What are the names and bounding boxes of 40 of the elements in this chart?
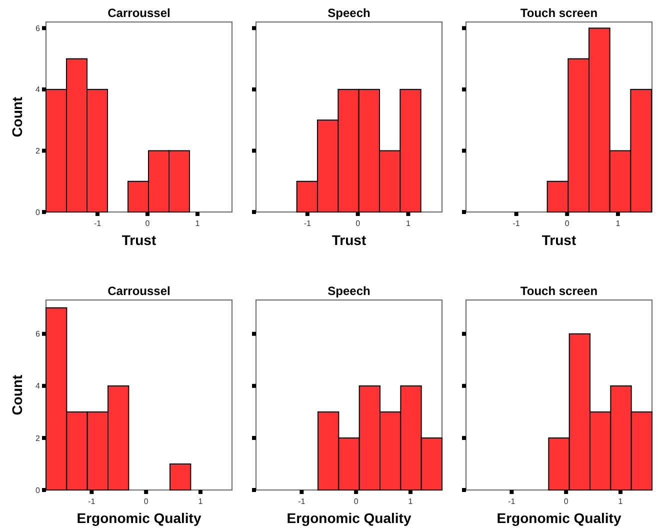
x-tick-label: 1 — [195, 219, 200, 228]
x-tick-label: -1 — [512, 219, 520, 228]
x-tick-label: 0 — [145, 219, 150, 228]
y-axis-title: Count — [9, 374, 25, 416]
y-tick-label: 2 — [36, 146, 41, 156]
y-tick-label: 4 — [36, 382, 41, 391]
x-axis-title: Trust — [542, 232, 576, 248]
chart-title: Carroussel — [108, 284, 170, 298]
x-tick-label: 0 — [356, 219, 361, 228]
y-tick-label: 2 — [36, 434, 41, 443]
x-tick-label: 0 — [564, 497, 569, 506]
x-tick-label: 1 — [616, 219, 621, 228]
y-axis-title: Count — [9, 96, 25, 138]
x-axis-title: Ergonomic Quality — [496, 510, 622, 526]
x-tick-label: 1 — [198, 497, 204, 506]
x-axis-title: Trust — [122, 232, 156, 248]
x-tick-label: 1 — [406, 219, 411, 228]
x-axis-title: Ergonomic Quality — [76, 510, 202, 526]
y-tick-label: 0 — [36, 208, 41, 217]
x-tick-label: -1 — [94, 219, 102, 228]
chart-title: Speech — [328, 6, 370, 20]
x-tick-label: 1 — [408, 497, 414, 506]
chart-title: Carroussel — [108, 6, 170, 20]
x-axis-title: Ergonomic Quality — [286, 510, 412, 526]
x-tick-label: 0 — [144, 497, 149, 506]
y-tick-label: 0 — [36, 486, 41, 495]
x-tick-label: -1 — [88, 497, 96, 506]
chart-title: Touch screen — [520, 284, 598, 298]
x-tick-label: -1 — [298, 497, 306, 506]
x-tick-label: 0 — [354, 497, 359, 506]
y-tick-label: 6 — [36, 330, 41, 339]
chart-title: Touch screen — [520, 6, 598, 20]
y-tick-label: 6 — [36, 24, 41, 33]
x-tick-label: -1 — [508, 497, 516, 506]
x-tick-label: -1 — [304, 219, 312, 228]
x-axis-title: Trust — [332, 232, 366, 248]
chart-title: Speech — [328, 284, 370, 298]
x-tick-label: 1 — [618, 497, 624, 506]
y-tick-label: 4 — [36, 85, 41, 94]
x-tick-label: 0 — [564, 219, 570, 228]
